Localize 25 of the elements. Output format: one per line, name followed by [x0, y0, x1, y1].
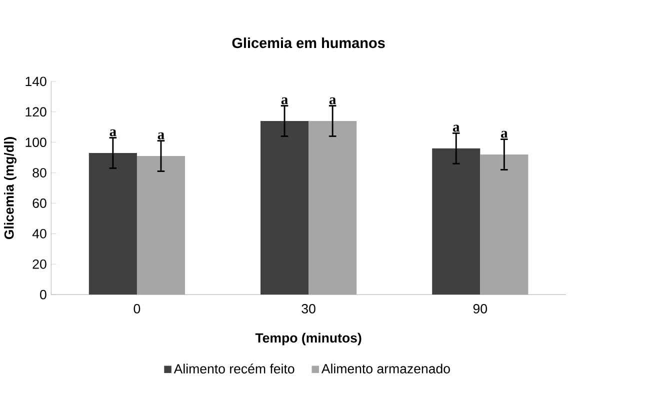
x-tick-label: 0 — [134, 304, 140, 314]
y-tick-label: 60 — [32, 198, 46, 208]
y-tick-label: 120 — [26, 107, 46, 117]
legend-label: Alimento armazenado — [321, 364, 450, 374]
bar — [260, 120, 309, 295]
x-tick-label: 30 — [302, 304, 316, 314]
y-tick-label: 80 — [32, 168, 46, 178]
annotation: a — [452, 124, 460, 132]
annotation: a — [281, 97, 288, 104]
y-axis-title: Glicemia (mg/dl) — [4, 137, 16, 240]
bar — [432, 148, 480, 295]
y-tick-label: 40 — [32, 228, 46, 238]
legend-label: Alimento recém feito — [174, 364, 294, 374]
y-tick-label: 0 — [40, 290, 46, 300]
y-tick-label: 20 — [32, 259, 46, 269]
chart-title: Glicemia em humanos — [232, 37, 385, 48]
annotation: a — [158, 132, 164, 140]
x-tick-label: 90 — [473, 304, 488, 314]
y-tick-label: 100 — [26, 138, 46, 148]
annotation: a — [501, 130, 508, 138]
bar — [88, 152, 137, 295]
y-tick-label: 140 — [26, 76, 46, 86]
x-axis-title: Tempo (minutos) — [255, 332, 362, 346]
annotation: a — [110, 129, 116, 136]
annotation: a — [329, 97, 336, 104]
